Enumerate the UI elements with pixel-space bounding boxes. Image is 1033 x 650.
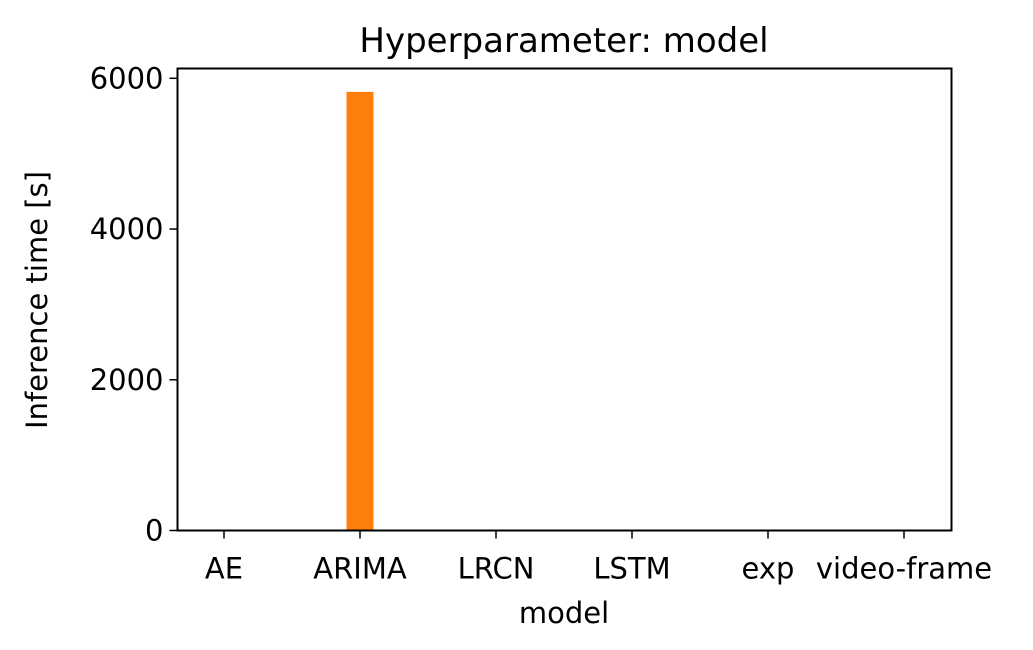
bar-arima (346, 91, 374, 531)
bars-layer (346, 91, 374, 531)
y-tick-label: 2000 (90, 363, 164, 397)
y-axis-label: Inference time [s] (20, 171, 54, 429)
x-tick-label: video-frame (816, 552, 992, 586)
x-tick-label: exp (742, 552, 795, 586)
x-tick-label: AE (205, 552, 243, 586)
y-tick-label: 4000 (90, 212, 164, 246)
chart-title: Hyperparameter: model (359, 21, 768, 61)
x-tick-label: LRCN (458, 552, 535, 586)
y-axis-ticks: 0 2000 4000 6000 (90, 61, 178, 548)
plot-area-frame (176, 67, 953, 532)
x-axis-ticks: AE ARIMA LRCN LSTM exp video-frame (205, 530, 992, 586)
y-tick-label: 0 (145, 514, 163, 548)
x-axis-label: model (519, 596, 609, 630)
x-tick-label: ARIMA (313, 552, 407, 586)
x-tick-label: LSTM (593, 552, 670, 586)
y-tick-label: 6000 (90, 61, 164, 95)
